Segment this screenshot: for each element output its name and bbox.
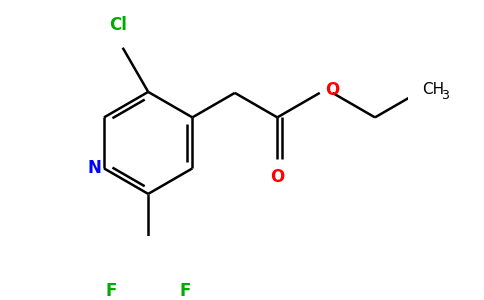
Text: N: N	[87, 159, 101, 177]
Text: F: F	[180, 282, 191, 300]
Text: Cl: Cl	[109, 16, 127, 34]
Text: F: F	[105, 282, 117, 300]
Text: O: O	[270, 168, 285, 186]
Text: CH: CH	[423, 82, 444, 98]
Text: O: O	[325, 81, 339, 99]
Text: 3: 3	[441, 89, 449, 102]
